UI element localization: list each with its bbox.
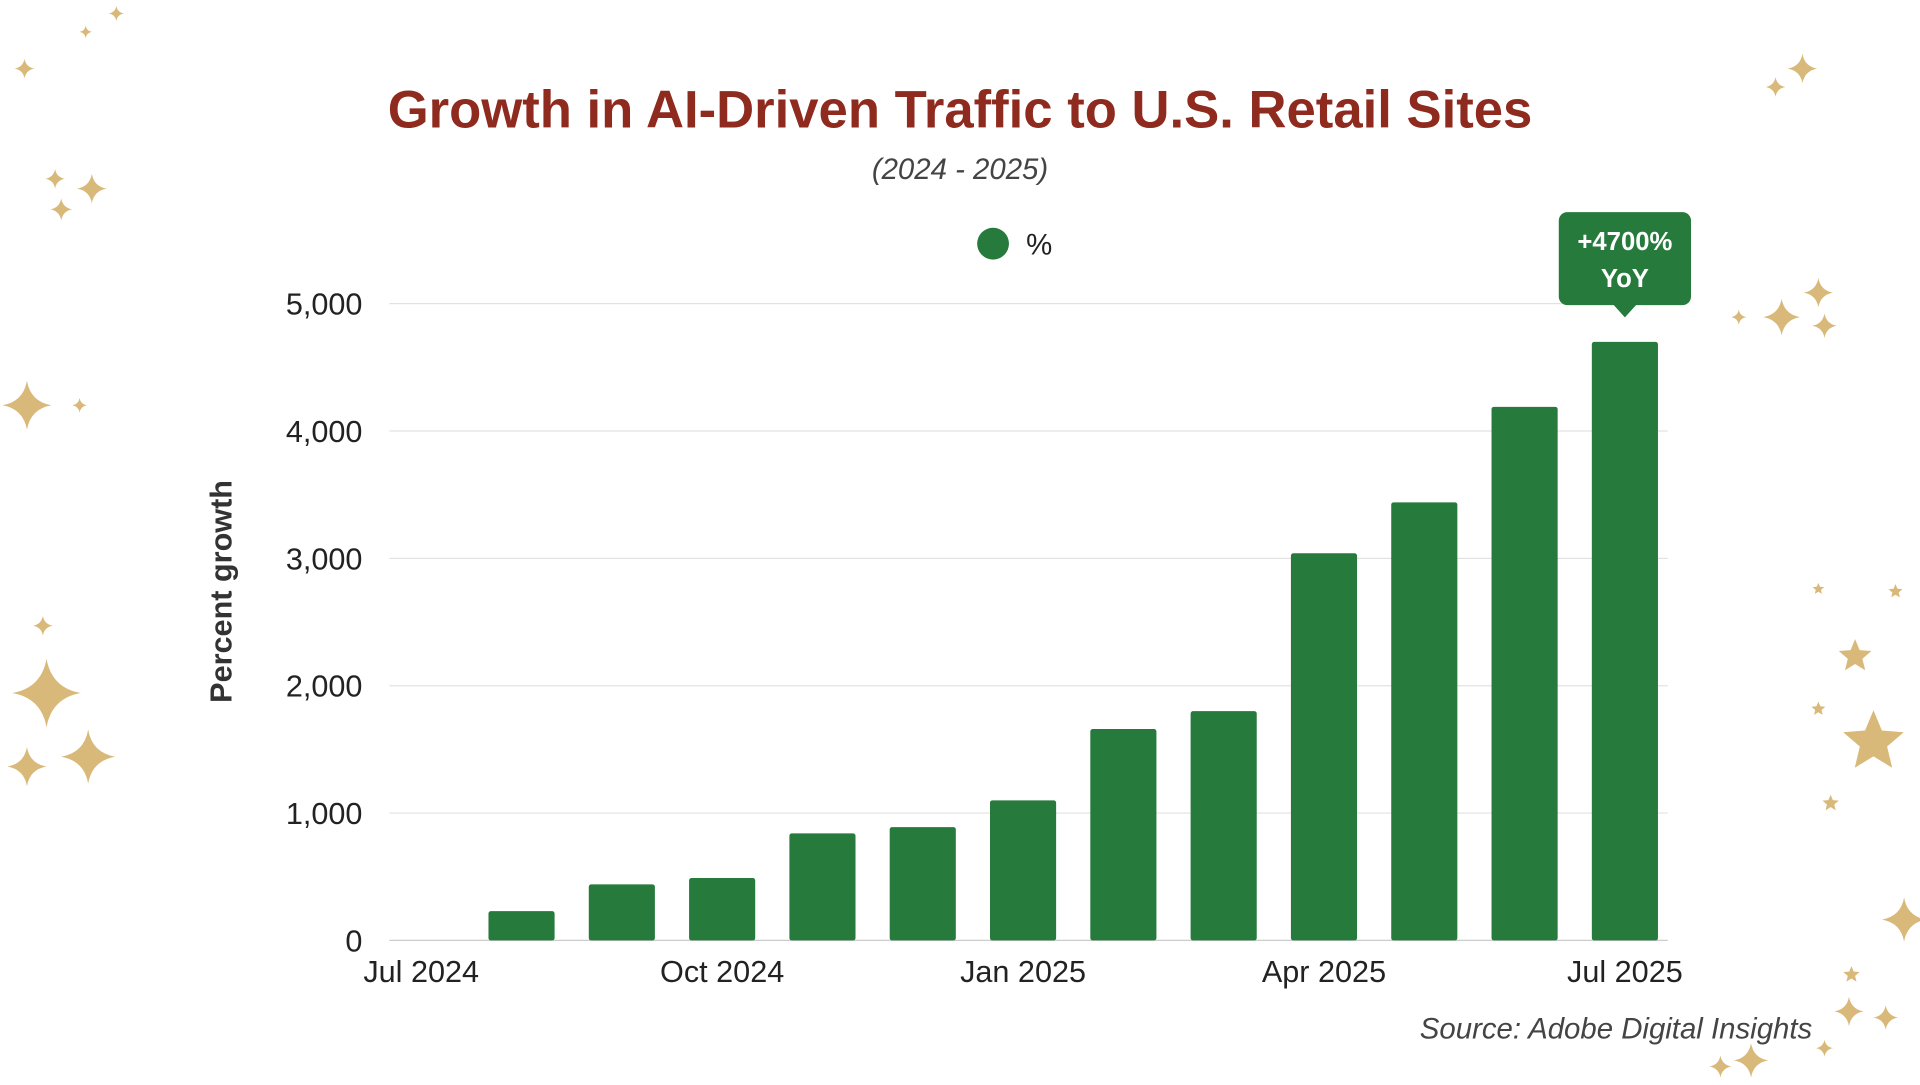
sparkle-decorations xyxy=(2,6,1920,1078)
bar-feb-2025 xyxy=(1090,729,1157,941)
sparkle-icon xyxy=(2,380,52,430)
y-axis-label: Percent growth xyxy=(204,480,238,703)
x-tick-label: Jan 2025 xyxy=(960,955,1086,989)
x-tick-label: Oct 2024 xyxy=(660,955,784,989)
star-icon xyxy=(1843,710,1904,768)
bar-apr-2025 xyxy=(1290,553,1358,941)
y-tick-label: 5,000 xyxy=(286,288,363,322)
y-tick-label: 1,000 xyxy=(286,797,363,831)
sparkle-icon xyxy=(1815,1039,1834,1057)
sparkle-icon xyxy=(1873,1005,1898,1030)
star-icon xyxy=(1888,584,1903,598)
bar-may-2025 xyxy=(1391,502,1458,941)
legend-marker xyxy=(977,227,1009,260)
sparkle-icon xyxy=(1709,1055,1732,1078)
sparkle-icon xyxy=(7,746,47,787)
star-icon xyxy=(1822,794,1839,811)
bar-jul-2025 xyxy=(1591,341,1658,941)
sparkle-icon xyxy=(77,173,107,204)
star-icon xyxy=(1843,966,1860,982)
legend-label: % xyxy=(1026,229,1052,262)
sparkle-icon xyxy=(79,25,92,38)
y-tick-label: 2,000 xyxy=(286,670,363,704)
star-icon xyxy=(1812,582,1825,594)
annotation-pointer xyxy=(1612,303,1638,318)
sparkle-icon xyxy=(1731,309,1747,325)
sparkle-icon xyxy=(61,729,116,784)
y-tick-label: 3,000 xyxy=(286,542,363,576)
sparkle-icon xyxy=(14,58,35,79)
sparkle-icon xyxy=(108,6,124,21)
bar-oct-2024 xyxy=(689,878,756,941)
annotation-line1: +4700% xyxy=(1577,228,1672,256)
sparkle-icon xyxy=(12,658,81,728)
chart-subtitle: (2024 - 2025) xyxy=(872,153,1048,186)
sparkle-icon xyxy=(33,615,53,636)
sparkle-icon xyxy=(1763,298,1800,336)
sparkle-icon xyxy=(45,168,65,189)
bar-mar-2025 xyxy=(1190,711,1257,941)
bar-jan-2025 xyxy=(990,800,1057,941)
bar-nov-2024 xyxy=(789,833,856,941)
bar-jun-2025 xyxy=(1491,406,1558,941)
sparkle-icon xyxy=(1765,77,1786,97)
y-tick-label: 0 xyxy=(345,924,362,958)
source-note: Source: Adobe Digital Insights xyxy=(1420,1012,1813,1045)
sparkle-icon xyxy=(1787,53,1818,84)
sparkle-icon xyxy=(1834,996,1864,1027)
sparkle-icon xyxy=(1733,1043,1769,1078)
sparkle-icon xyxy=(1803,277,1834,308)
x-tick-label: Jul 2024 xyxy=(363,955,479,989)
star-icon xyxy=(1838,639,1872,671)
sparkle-icon xyxy=(1812,313,1837,338)
bar-dec-2024 xyxy=(889,827,956,941)
x-tick-label: Jul 2025 xyxy=(1567,955,1683,989)
annotation-box xyxy=(1558,212,1692,306)
bar-aug-2024 xyxy=(488,911,555,941)
star-icon xyxy=(1811,701,1826,715)
bar-sep-2024 xyxy=(588,884,655,941)
x-tick-label: Apr 2025 xyxy=(1262,955,1386,989)
sparkle-icon xyxy=(1882,897,1920,942)
sparkle-icon xyxy=(72,397,87,413)
chart-title: Growth in AI-Driven Traffic to U.S. Reta… xyxy=(388,80,1533,139)
sparkle-icon xyxy=(50,198,73,221)
annotation-line2: YoY xyxy=(1601,265,1649,293)
annotation-callout: +4700% YoY xyxy=(1558,212,1692,318)
y-tick-label: 4,000 xyxy=(286,415,363,449)
